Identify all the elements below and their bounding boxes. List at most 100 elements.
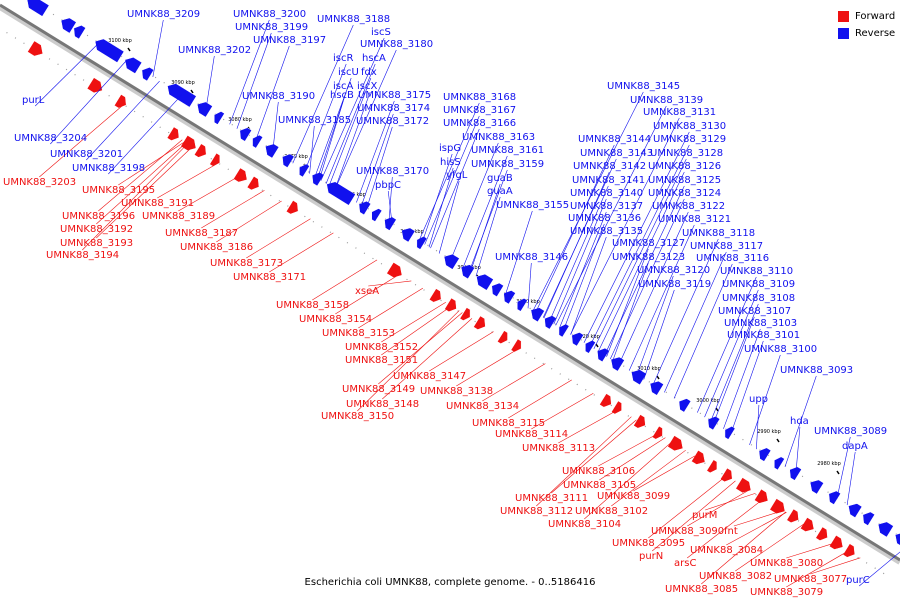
reverse-gene-label: UMNK88_3127	[612, 238, 685, 249]
reverse-gene-label: UMNK88_3139	[630, 95, 703, 106]
reverse-gene-label: UMNK88_3103	[724, 318, 797, 329]
label-leader-line	[723, 328, 761, 429]
reverse-gene-label: UMNK88_3168	[443, 92, 516, 103]
reverse-gene-arrow	[610, 356, 625, 372]
forward-gene-label: UMNK88_3114	[495, 429, 568, 440]
label-leader-line	[598, 433, 659, 467]
label-leader-line	[597, 171, 685, 352]
forward-gene-label: UMNK88_3115	[472, 418, 545, 429]
label-leader-line	[687, 498, 765, 559]
reverse-gene-arrow	[73, 25, 87, 40]
reverse-gene-arrow	[252, 134, 264, 149]
kbp-tick-label: 3000 kbp	[696, 398, 720, 404]
reverse-gene-label: UMNK88_3202	[178, 45, 251, 56]
reverse-gene-label: UMNK88_3136	[568, 213, 641, 224]
forward-gene-arrow	[428, 288, 442, 303]
label-leader-line	[272, 101, 279, 151]
label-leader-line	[456, 347, 520, 387]
reverse-gene-label: UMNK88_3137	[570, 201, 643, 212]
reverse-gene-label: pbpC	[375, 180, 401, 191]
reverse-gene-label: UMNK88_3135	[570, 226, 643, 237]
label-leader-line	[201, 190, 265, 229]
label-leader-line	[563, 223, 605, 331]
label-leader-line	[710, 303, 759, 422]
label-leader-line	[593, 158, 687, 350]
reverse-gene-arrow	[571, 332, 585, 347]
reverse-gene-label: purL	[22, 95, 45, 106]
label-leader-line	[652, 238, 719, 386]
kbp-tick-label: 3030 kbp	[516, 299, 540, 305]
label-leader-line	[611, 449, 686, 507]
reverse-gene-label: UMNK88_3175	[358, 90, 431, 101]
label-leader-line	[756, 404, 760, 450]
label-leader-line	[39, 103, 125, 178]
label-leader-line	[701, 511, 786, 585]
forward-gene-arrow	[386, 261, 403, 278]
reverse-gene-label: ispG	[439, 143, 461, 154]
forward-gene-arrow	[193, 143, 207, 158]
reverse-gene-label: UMNK88_3101	[727, 330, 800, 341]
reverse-gene-label: UMNK88_3155	[496, 200, 569, 211]
forward-gene-arrow	[246, 175, 260, 191]
reverse-gene-label: UMNK88_3128	[650, 148, 723, 159]
label-leader-line	[334, 91, 371, 190]
label-leader-line	[387, 190, 393, 225]
forward-gene-arrow	[651, 425, 663, 440]
reverse-gene-label: iscA	[333, 81, 353, 92]
reverse-gene-label: hda	[790, 416, 809, 427]
label-leader-line	[319, 100, 344, 180]
reverse-gene-label: UMNK88_3108	[722, 293, 795, 304]
label-leader-line	[859, 551, 900, 587]
label-leader-line	[599, 437, 666, 481]
reverse-gene-arrow	[167, 83, 197, 108]
reverse-gene-arrow	[774, 456, 785, 471]
forward-gene-label: UMNK88_3196	[62, 211, 135, 222]
label-leader-line	[652, 480, 736, 552]
reverse-gene-label: guaA	[487, 186, 513, 197]
label-leader-line	[705, 492, 756, 511]
forward-gene-label: fnt	[724, 526, 738, 537]
reverse-gene-label: UMNK88_3107	[718, 306, 791, 317]
reverse-gene-label: UMNK88_3123	[612, 252, 685, 263]
label-leader-line	[543, 171, 610, 319]
forward-gene-label: purN	[639, 551, 663, 562]
forward-gene-label: UMNK88_3187	[165, 228, 238, 239]
label-leader-line	[325, 63, 376, 184]
label-leader-line	[618, 211, 689, 365]
reverse-gene-arrow	[894, 532, 900, 547]
forward-gene-arrow	[459, 307, 471, 321]
forward-gene-label: UMNK88_3090	[651, 526, 724, 537]
label-leader-line	[687, 489, 750, 527]
forward-gene-arrow	[769, 498, 786, 515]
reverse-gene-arrow	[585, 339, 596, 354]
reverse-gene-arrow	[530, 307, 545, 323]
label-leader-line	[583, 131, 690, 343]
reverse-gene-label: yfgL	[446, 170, 468, 181]
reverse-gene-label: UMNK88_3140	[570, 188, 643, 199]
reverse-gene-label: dapA	[842, 441, 868, 452]
label-leader-line	[704, 289, 759, 418]
reverse-gene-arrow	[789, 466, 802, 481]
label-leader-line	[366, 126, 393, 209]
legend-forward: Forward	[838, 8, 895, 25]
gene-labels: UMNK88_3209 UMNK88_3200 UMNK88_3199 UMNK88_…	[3, 9, 887, 598]
label-leader-line	[96, 142, 187, 225]
label-leader-line	[551, 419, 637, 494]
label-leader-line	[633, 455, 696, 492]
reverse-gene-label: iscR	[333, 53, 353, 64]
reverse-gene-arrow	[282, 153, 295, 168]
label-leader-line	[381, 305, 452, 356]
backbone-line	[0, 3, 900, 562]
reverse-gene-arrow	[503, 290, 516, 305]
reverse-gene-label: UMNK88_3146	[495, 252, 568, 263]
forward-gene-label: UMNK88_3104	[548, 519, 621, 530]
reverse-gene-label: UMNK88_3100	[744, 344, 817, 355]
label-leader-line	[730, 340, 764, 434]
label-leader-line	[606, 248, 649, 357]
reverse-gene-arrow	[877, 521, 894, 538]
forward-gene-label: UMNK88_3085	[665, 584, 738, 595]
forward-gene-arrow	[496, 330, 508, 345]
reverse-gene-label: iscS	[371, 27, 391, 38]
reverse-gene-label: UMNK88_3190	[242, 91, 315, 102]
label-leader-line	[358, 287, 424, 329]
